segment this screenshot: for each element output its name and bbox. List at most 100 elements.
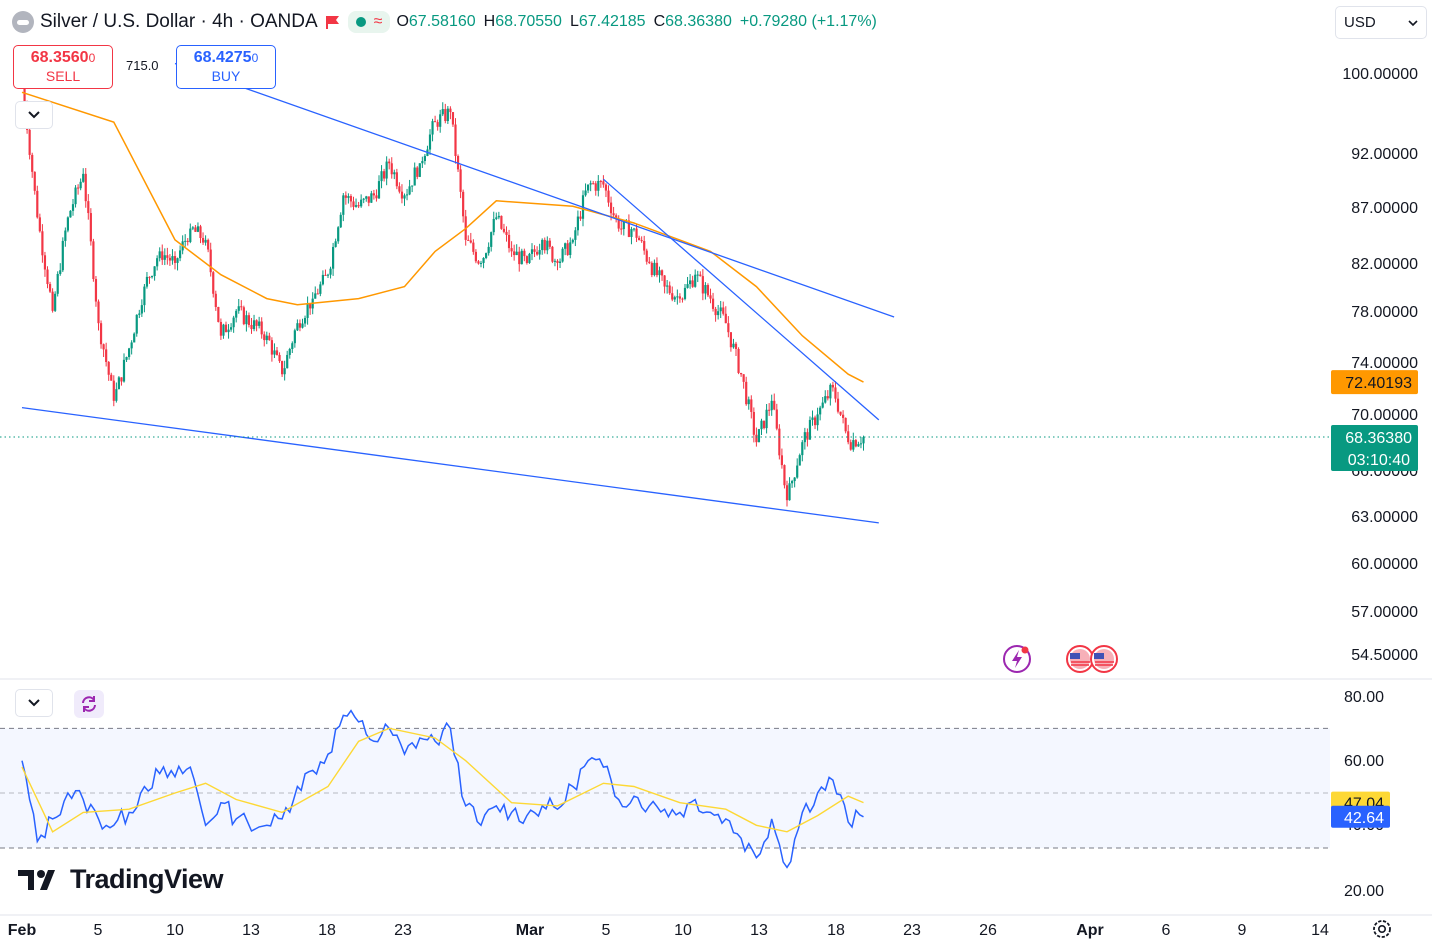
currency-select[interactable]: USD — [1335, 6, 1427, 39]
tradingview-logo[interactable]: TradingView — [18, 864, 224, 895]
candle-body — [699, 274, 702, 277]
candle-body — [459, 169, 462, 192]
candle — [56, 271, 59, 297]
candle-body — [640, 240, 643, 242]
candle — [859, 436, 863, 449]
candle-body — [385, 161, 388, 179]
candle-body — [834, 387, 837, 399]
candle — [742, 374, 745, 389]
candle — [247, 312, 251, 328]
candle-body — [620, 228, 623, 230]
candle-body — [270, 340, 273, 355]
candle — [500, 215, 503, 230]
candle-body — [673, 297, 676, 300]
candle — [286, 350, 289, 369]
ma-price-label: 72.40193 — [1331, 370, 1418, 395]
candle — [520, 248, 523, 265]
candle-body — [638, 237, 641, 241]
chevron-down-icon — [1408, 19, 1418, 26]
sell-button[interactable]: 68.35600 SELL — [13, 45, 113, 89]
candle — [212, 270, 215, 298]
candle — [367, 196, 370, 207]
candle — [38, 213, 41, 233]
candle — [186, 238, 189, 246]
candle — [377, 175, 381, 199]
candle — [92, 238, 95, 282]
candle — [375, 189, 378, 202]
candle — [28, 123, 31, 160]
candle — [224, 321, 228, 333]
candle-body — [413, 167, 416, 186]
candle-body — [482, 257, 485, 263]
candle — [288, 347, 291, 359]
candle-body — [54, 293, 57, 311]
candle-body — [727, 323, 730, 333]
time-axis-tick: 23 — [394, 922, 412, 939]
candle — [163, 248, 166, 266]
candle-body — [84, 173, 87, 202]
candle — [408, 179, 411, 196]
rsi-refresh-icon[interactable] — [74, 690, 104, 718]
candle — [191, 226, 194, 231]
candle-body — [370, 193, 373, 203]
candle-body — [444, 109, 447, 122]
moving-average-line — [21, 91, 864, 383]
candle — [102, 343, 105, 358]
candle — [732, 338, 735, 349]
candle-body — [436, 122, 439, 127]
buy-button[interactable]: 68.42750 BUY — [176, 45, 276, 89]
candle-body — [844, 417, 847, 432]
candle-body — [298, 323, 302, 328]
candle — [729, 332, 732, 352]
candle — [638, 235, 641, 241]
candle — [94, 276, 98, 307]
candle-body — [431, 121, 434, 135]
candle-body — [510, 248, 513, 252]
candle-body — [130, 342, 133, 349]
time-axis-tick: 18 — [318, 922, 336, 939]
economic-event-flags-icon[interactable] — [1064, 644, 1124, 674]
candle — [230, 323, 233, 332]
candle — [319, 281, 322, 297]
candle — [31, 152, 34, 178]
candle — [691, 275, 694, 288]
time-axis-tick: 13 — [750, 922, 768, 939]
flag-icon[interactable] — [324, 14, 342, 30]
candle — [263, 331, 266, 347]
candle — [59, 263, 62, 276]
candle-body — [321, 274, 324, 285]
candle-body — [609, 202, 613, 214]
lightning-event-icon[interactable] — [1002, 644, 1032, 674]
time-axis-tick: 14 — [1311, 922, 1329, 939]
time-axis-tick: 10 — [674, 922, 692, 939]
candle-body — [153, 266, 156, 277]
buy-price-pip: 0 — [251, 51, 259, 65]
candle — [217, 306, 220, 323]
candle-body — [421, 161, 424, 164]
symbol-title[interactable]: Silver / U.S. Dollar · 4h · OANDA — [40, 11, 318, 32]
candle — [454, 118, 457, 164]
candle-body — [477, 261, 480, 264]
candle-body — [347, 196, 350, 198]
candle-body — [423, 155, 426, 162]
candle-body — [405, 194, 409, 196]
rsi-legend-collapse-button[interactable] — [15, 689, 53, 717]
candle — [194, 224, 197, 233]
candle-body — [571, 239, 574, 243]
candle — [171, 249, 174, 265]
time-axis-tick: 5 — [94, 922, 103, 939]
candle-body — [349, 196, 353, 202]
candle — [352, 196, 355, 211]
candle — [834, 381, 837, 403]
legend-collapse-button[interactable] — [15, 101, 53, 129]
settings-gear-icon[interactable] — [1371, 918, 1393, 940]
market-status-badge[interactable]: ≈ — [347, 11, 391, 33]
candle — [357, 201, 360, 209]
rsi-line — [21, 709, 864, 869]
candle — [145, 272, 149, 289]
candle-body — [760, 420, 763, 430]
candle-body — [395, 172, 398, 187]
candle — [349, 194, 353, 208]
candle-body — [245, 315, 248, 325]
